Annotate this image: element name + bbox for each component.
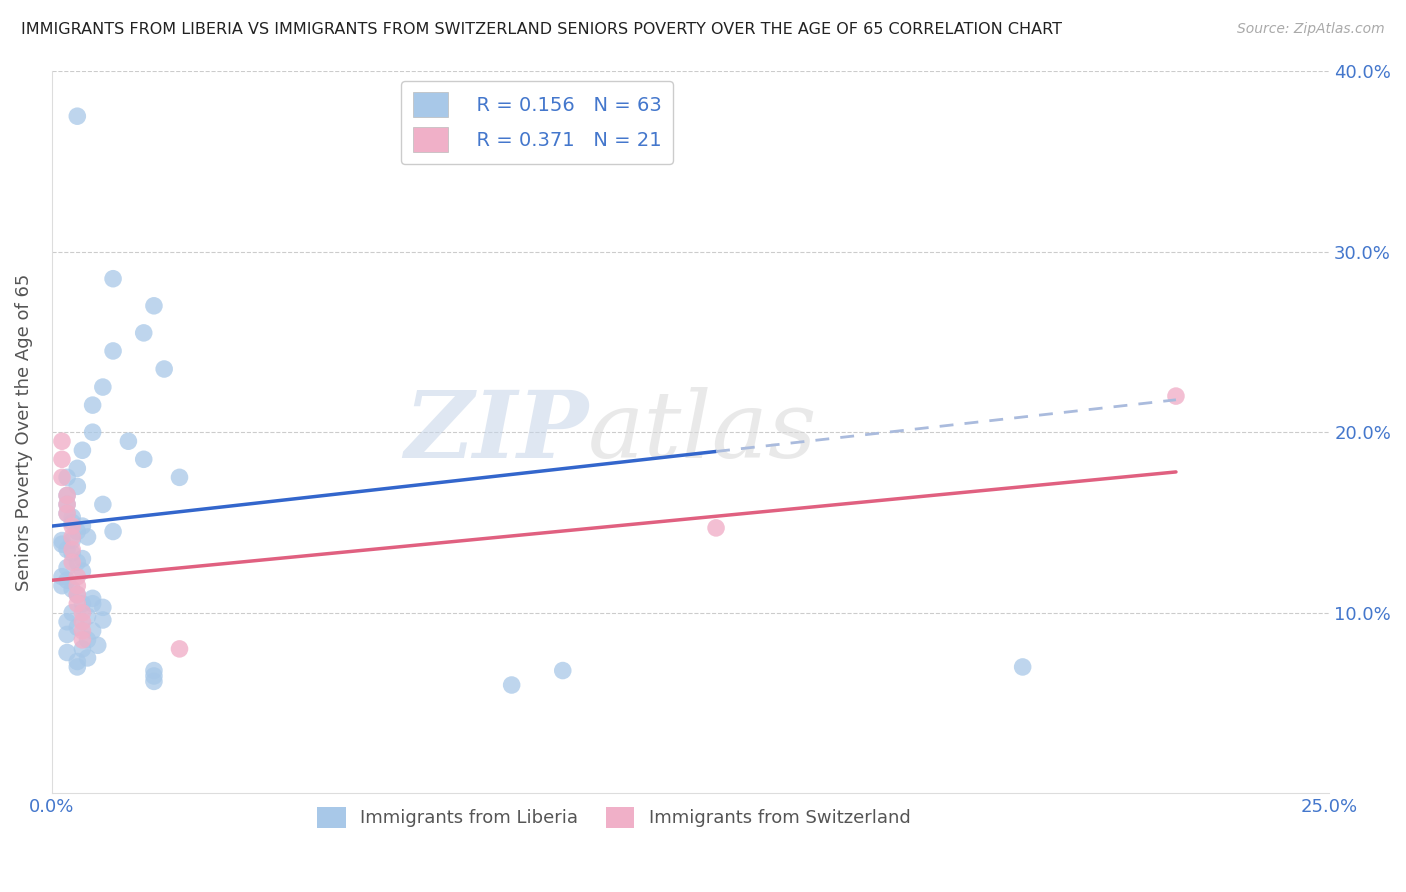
Point [66, 579, 89, 593]
Point [169, 470, 191, 484]
Point [153, 362, 176, 376]
Point [51, 434, 73, 449]
Point [66, 597, 89, 611]
Point [60, 542, 83, 557]
Point [56, 488, 79, 502]
Point [51, 579, 73, 593]
Point [101, 271, 124, 285]
Point [72, 624, 94, 638]
Y-axis label: Seniors Poverty Over the Age of 65: Seniors Poverty Over the Age of 65 [15, 274, 32, 591]
Point [76, 632, 98, 647]
Point [117, 434, 139, 449]
Point [60, 533, 83, 548]
Point [72, 564, 94, 578]
Point [91, 613, 114, 627]
Point [56, 627, 79, 641]
Point [704, 521, 727, 535]
Point [101, 524, 124, 539]
Point [60, 546, 83, 560]
Point [169, 641, 191, 656]
Point [56, 574, 79, 588]
Point [51, 569, 73, 583]
Point [66, 555, 89, 569]
Point [82, 591, 104, 606]
Text: IMMIGRANTS FROM LIBERIA VS IMMIGRANTS FROM SWITZERLAND SENIORS POVERTY OVER THE : IMMIGRANTS FROM LIBERIA VS IMMIGRANTS FR… [21, 22, 1062, 37]
Point [56, 498, 79, 512]
Text: ZIP: ZIP [404, 387, 588, 477]
Point [142, 674, 165, 689]
Point [60, 516, 83, 530]
Point [1011, 660, 1033, 674]
Point [72, 551, 94, 566]
Point [56, 542, 79, 557]
Point [66, 655, 89, 669]
Point [51, 533, 73, 548]
Point [72, 597, 94, 611]
Point [56, 498, 79, 512]
Point [60, 555, 83, 569]
Point [56, 646, 79, 660]
Point [82, 597, 104, 611]
Point [51, 537, 73, 551]
Point [56, 507, 79, 521]
Text: atlas: atlas [588, 387, 818, 477]
Point [551, 664, 574, 678]
Point [132, 452, 155, 467]
Point [76, 651, 98, 665]
Point [501, 678, 523, 692]
Point [82, 425, 104, 440]
Point [60, 510, 83, 524]
Point [1164, 389, 1187, 403]
Point [72, 606, 94, 620]
Point [91, 380, 114, 394]
Point [142, 669, 165, 683]
Point [91, 600, 114, 615]
Point [132, 326, 155, 340]
Point [76, 530, 98, 544]
Point [76, 609, 98, 624]
Point [56, 507, 79, 521]
Point [66, 524, 89, 539]
Point [56, 470, 79, 484]
Point [72, 519, 94, 533]
Point [72, 641, 94, 656]
Point [66, 109, 89, 123]
Point [66, 588, 89, 602]
Point [60, 530, 83, 544]
Point [60, 606, 83, 620]
Point [72, 632, 94, 647]
Point [66, 479, 89, 493]
Point [66, 588, 89, 602]
Point [142, 664, 165, 678]
Point [142, 299, 165, 313]
Point [72, 615, 94, 629]
Point [56, 560, 79, 574]
Point [66, 569, 89, 583]
Point [56, 615, 79, 629]
Point [66, 660, 89, 674]
Point [72, 443, 94, 458]
Legend: Immigrants from Liberia, Immigrants from Switzerland: Immigrants from Liberia, Immigrants from… [309, 799, 918, 835]
Point [82, 398, 104, 412]
Point [87, 638, 110, 652]
Point [51, 470, 73, 484]
Point [66, 461, 89, 475]
Point [51, 452, 73, 467]
Point [56, 488, 79, 502]
Point [60, 519, 83, 533]
Point [91, 498, 114, 512]
Point [60, 582, 83, 597]
Point [82, 624, 104, 638]
Point [101, 343, 124, 358]
Text: Source: ZipAtlas.com: Source: ZipAtlas.com [1237, 22, 1385, 37]
Point [66, 620, 89, 634]
